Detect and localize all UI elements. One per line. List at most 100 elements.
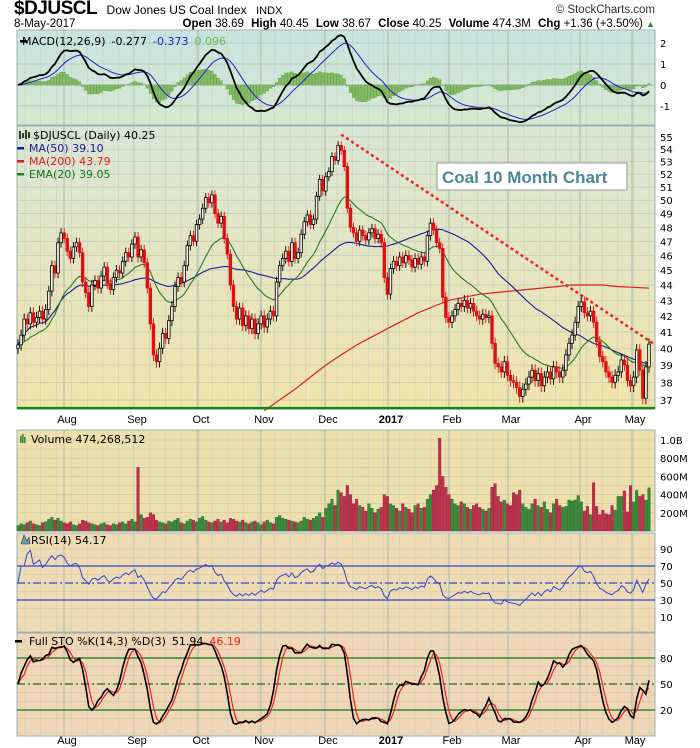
- macd-histogram-bar: [118, 84, 122, 89]
- price-legend-title: $DJUSCL (Daily) 40.25: [33, 129, 155, 142]
- candle: [262, 315, 266, 328]
- volume-bar: [84, 520, 88, 532]
- macd-histogram-bar: [444, 84, 448, 91]
- volume-bar: [542, 501, 546, 532]
- volume-bar: [367, 503, 371, 532]
- candle: [527, 376, 531, 385]
- month-label: Oct: [192, 414, 209, 426]
- candle: [613, 374, 617, 383]
- candle: [357, 229, 362, 242]
- month-label: Dec: [318, 414, 338, 426]
- rsi-axis-label: 70: [660, 562, 673, 573]
- volume-bar: [395, 508, 399, 532]
- candle: [333, 156, 337, 161]
- candle: [487, 315, 491, 318]
- price-axis-label: 39: [660, 361, 673, 372]
- price-axis-label: 54: [660, 145, 673, 156]
- candle: [428, 222, 433, 237]
- candle: [216, 213, 220, 224]
- candle: [44, 309, 48, 320]
- volume-bar: [34, 524, 38, 532]
- volume-bar: [422, 507, 426, 532]
- volume-bar: [271, 523, 275, 532]
- candle: [111, 277, 116, 290]
- annotation-box: [436, 162, 628, 191]
- macd-histogram-bar: [105, 84, 109, 91]
- macd-histogram-bar: [228, 84, 232, 95]
- candle: [321, 178, 325, 192]
- macd-histogram-bar: [502, 84, 506, 91]
- month-label: May: [625, 735, 646, 747]
- volume-bar: [512, 492, 516, 532]
- candle: [105, 266, 109, 284]
- volume-bar: [613, 509, 617, 532]
- macd-histogram-bar: [508, 84, 512, 91]
- candle: [148, 287, 153, 325]
- candle: [634, 349, 639, 378]
- volume-bar: [333, 505, 337, 532]
- macd-legend-signal: -0.373: [153, 35, 188, 48]
- downtrend-line: [340, 133, 654, 345]
- symbol: $DJUSCL: [14, 0, 98, 19]
- volume-bar: [275, 517, 279, 532]
- volume-bar: [321, 517, 325, 532]
- volume-bar: [450, 498, 454, 532]
- volume-bar: [22, 524, 26, 532]
- candle: [437, 242, 442, 249]
- macd-histogram-bar: [567, 76, 571, 86]
- volume-bar: [191, 519, 195, 532]
- candle: [93, 280, 97, 286]
- volume-bar: [475, 503, 479, 532]
- volume-bar: [81, 519, 85, 532]
- ma50-swatch: [17, 147, 24, 150]
- sto-legend: Full STO %K(14,3) %D(3) 51.94 46.19: [29, 635, 241, 648]
- candle: [505, 361, 510, 376]
- candle: [71, 246, 76, 259]
- volume-axis-label: 400M: [660, 491, 688, 502]
- volume-bar: [632, 501, 636, 532]
- macd-histogram-bar: [145, 84, 149, 89]
- candle: [536, 373, 540, 381]
- volume-bar: [410, 512, 414, 532]
- price-axis-label: 50: [660, 196, 673, 207]
- price-axis-label: 46: [660, 252, 673, 263]
- volume-legend: Volume 474,268,512: [31, 433, 145, 446]
- volume-bar: [244, 522, 248, 532]
- volume-bar: [136, 467, 140, 532]
- month-label: Mar: [502, 735, 521, 747]
- volume-bar: [228, 518, 232, 532]
- volume-bar: [435, 485, 439, 532]
- volume-bar: [472, 505, 476, 532]
- candle: [222, 215, 226, 239]
- macd-histogram-bar: [256, 84, 260, 98]
- candle: [518, 387, 522, 397]
- macd-axis-label: -1: [660, 102, 670, 113]
- volume-bar: [478, 507, 482, 532]
- rsi-axis-label: 10: [660, 613, 673, 624]
- macd-histogram-bar: [44, 81, 48, 86]
- candle: [585, 312, 590, 317]
- chg-value: +1.36 (+3.50%): [563, 18, 643, 30]
- candle: [481, 313, 485, 320]
- macd-histogram-bar: [545, 79, 549, 86]
- macd-histogram-bar: [318, 71, 322, 86]
- candle: [164, 333, 168, 339]
- candle: [84, 281, 88, 294]
- macd-histogram-bar: [456, 84, 460, 93]
- volume-bar: [502, 499, 506, 532]
- candle: [327, 171, 331, 178]
- macd-histogram-bar: [395, 84, 399, 95]
- candle: [40, 310, 45, 320]
- volume-bar: [524, 507, 528, 532]
- macd-histogram-bar: [521, 84, 525, 89]
- macd-histogram-bar: [505, 84, 509, 91]
- candle: [425, 235, 430, 262]
- volume-bar: [179, 522, 183, 532]
- candle: [96, 280, 100, 289]
- volume-bar: [259, 524, 263, 532]
- volume-bar: [647, 487, 651, 532]
- sto-k-line: [17, 642, 650, 726]
- macd-histogram-bar: [601, 84, 605, 88]
- macd-histogram-bar: [219, 80, 223, 86]
- volume-bar: [549, 512, 553, 532]
